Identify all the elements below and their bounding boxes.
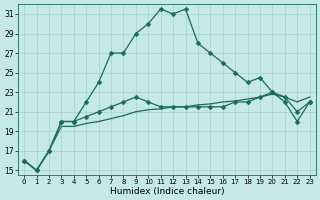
X-axis label: Humidex (Indice chaleur): Humidex (Indice chaleur) <box>109 187 224 196</box>
